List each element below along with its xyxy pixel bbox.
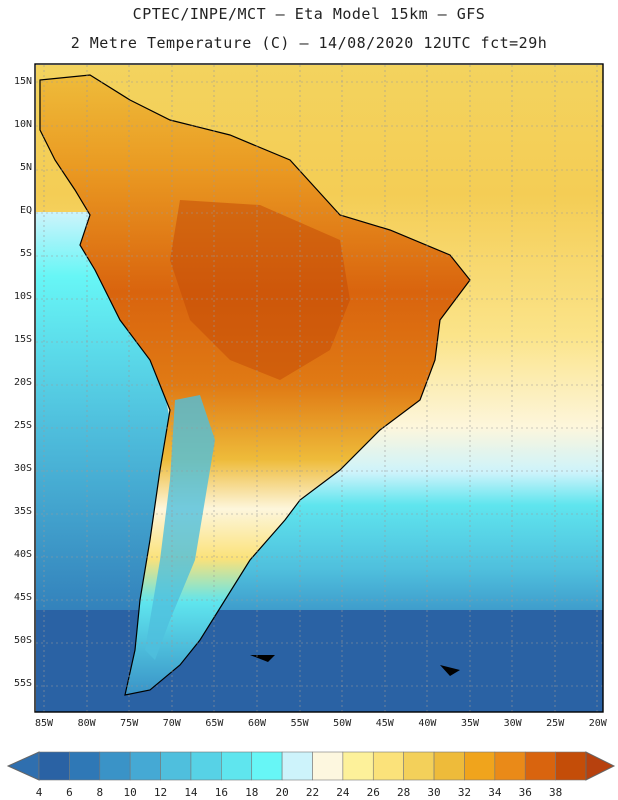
colorbar-swatch: [555, 751, 587, 781]
lon-label: 70W: [162, 718, 181, 729]
lat-label: 30S: [13, 463, 32, 474]
colorbar-label: 24: [336, 786, 350, 799]
colorbar-low-arrow: [6, 751, 40, 781]
colorbar-label: 6: [66, 786, 73, 799]
lon-label: 65W: [205, 718, 224, 729]
lat-label: 5N: [19, 162, 32, 173]
colorbar-swatch: [433, 751, 465, 781]
lat-label: 45S: [13, 592, 32, 603]
lon-label: 80W: [77, 718, 96, 729]
colorbar-swatch: [524, 751, 556, 781]
colorbar-swatch: [38, 751, 70, 781]
colorbar-swatch: [464, 751, 496, 781]
lat-label: 15S: [13, 334, 32, 345]
colorbar-label: 38: [548, 786, 563, 799]
colorbar-label: 4: [35, 786, 43, 799]
colorbar-swatch: [342, 751, 374, 781]
colorbar-high-arrow: [585, 751, 616, 781]
colorbar-label: 36: [518, 786, 532, 799]
lat-label: 55S: [13, 678, 32, 689]
lon-label: 30W: [503, 718, 522, 729]
colorbar-label: 26: [366, 786, 380, 799]
colorbar-label: 8: [96, 786, 104, 799]
colorbar-label: 30: [427, 786, 441, 799]
colorbar-swatch: [221, 751, 253, 781]
colorbar-label: 16: [214, 786, 228, 799]
lat-label: 5S: [19, 248, 32, 259]
lat-label: 40S: [13, 549, 32, 560]
colorbar-swatch: [312, 751, 344, 781]
lat-label: 25S: [13, 420, 32, 431]
colorbar-label: 32: [457, 786, 472, 799]
map-field: [36, 65, 603, 712]
colorbar-label: 20: [275, 786, 289, 799]
lon-label: 55W: [290, 718, 309, 729]
colorbar-swatch: [160, 751, 192, 781]
lat-label: EQ: [19, 205, 32, 216]
lon-label: 50W: [333, 718, 352, 729]
colorbar-label: 18: [245, 786, 259, 799]
lat-label: 50S: [13, 635, 32, 646]
lat-label: 10N: [13, 119, 32, 130]
lon-label: 45W: [375, 718, 394, 729]
title-line-1: CPTEC/INPE/MCT – Eta Model 15km – GFS: [132, 5, 486, 23]
lat-label: 20S: [13, 377, 32, 388]
colorbar-swatch: [494, 751, 526, 781]
lat-label: 15N: [13, 76, 32, 87]
lon-label: 75W: [120, 718, 139, 729]
colorbar-label: 34: [488, 786, 502, 799]
colorbar-swatch: [403, 751, 435, 781]
colorbar-swatch: [99, 751, 131, 781]
colorbar-swatch: [251, 751, 283, 781]
colorbar-swatch: [281, 751, 313, 781]
colorbar-label: 28: [397, 786, 411, 799]
lat-label: 35S: [13, 506, 32, 517]
colorbar-swatch: [372, 751, 404, 781]
colorbar-label: 10: [123, 786, 137, 799]
lat-label: 10S: [13, 291, 32, 302]
colorbar-swatch: [190, 751, 222, 781]
colorbar: [6, 751, 616, 781]
title-line-2: 2 Metre Temperature (C) – 14/08/2020 12U…: [70, 34, 548, 52]
lon-label: 85W: [34, 718, 54, 729]
colorbar-swatch: [129, 751, 161, 781]
lon-label: 60W: [247, 718, 267, 729]
colorbar-label: 12: [153, 786, 168, 799]
colorbar-label: 14: [184, 786, 198, 799]
lon-label: 20W: [588, 718, 607, 729]
colorbar-swatch: [69, 751, 101, 781]
lon-label: 25W: [546, 718, 565, 729]
lon-label: 40W: [418, 718, 437, 729]
colorbar-label: 22: [305, 786, 320, 799]
lon-label: 35W: [460, 718, 480, 729]
